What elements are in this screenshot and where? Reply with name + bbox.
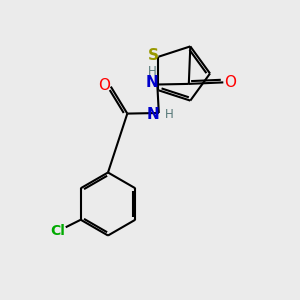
Text: N: N (147, 107, 160, 122)
Text: N: N (146, 76, 158, 91)
Text: Cl: Cl (50, 224, 65, 238)
Text: O: O (98, 78, 110, 93)
Text: O: O (224, 75, 236, 90)
Text: H: H (165, 108, 174, 121)
Text: S: S (148, 48, 158, 63)
Text: H: H (148, 65, 156, 78)
